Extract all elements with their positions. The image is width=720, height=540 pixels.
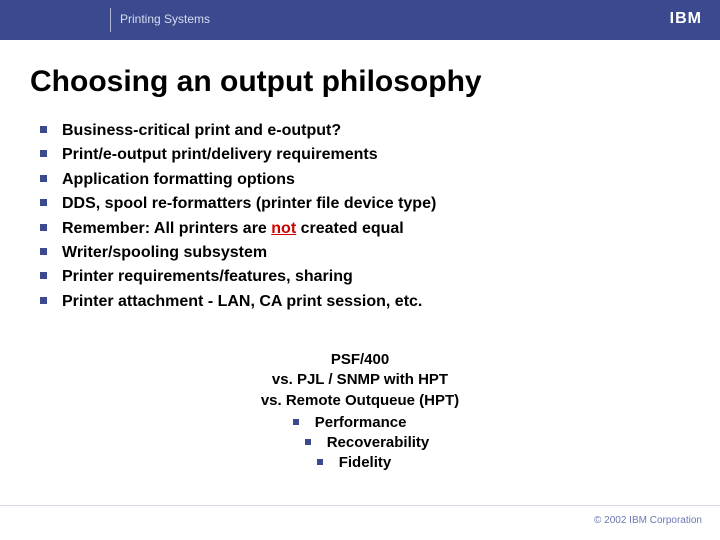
- square-bullet-icon: [40, 150, 47, 157]
- list-item-text-suffix: created equal: [296, 220, 404, 237]
- list-item: Fidelity: [315, 453, 430, 473]
- list-item-text: Printer requirements/features, sharing: [62, 268, 353, 285]
- main-bullet-list: Business-critical print and e-output? Pr…: [40, 120, 436, 315]
- list-item-text: Application formatting options: [62, 171, 295, 188]
- square-bullet-icon: [40, 272, 47, 279]
- list-item: Writer/spooling subsystem: [40, 242, 436, 264]
- list-item-text-prefix: Remember: All printers are: [62, 220, 271, 237]
- header-left-block: [0, 0, 110, 40]
- list-item-text: Business-critical print and e-output?: [62, 122, 341, 139]
- list-item-text: DDS, spool re-formatters (printer file d…: [62, 195, 436, 212]
- square-bullet-icon: [40, 126, 47, 133]
- list-item: Recoverability: [303, 433, 430, 453]
- list-item-text: Recoverability: [327, 434, 430, 451]
- list-item-text: Printer attachment - LAN, CA print sessi…: [62, 293, 422, 310]
- header-divider: [110, 8, 111, 32]
- list-item-text: Writer/spooling subsystem: [62, 244, 267, 261]
- list-item: Printer requirements/features, sharing: [40, 266, 436, 288]
- list-item: Printer attachment - LAN, CA print sessi…: [40, 291, 436, 313]
- comparison-line: vs. PJL / SNMP with HPT: [0, 370, 720, 390]
- list-item: Performance: [291, 413, 430, 433]
- slide-header: Printing Systems IBM: [0, 0, 720, 40]
- header-subtitle: Printing Systems: [120, 12, 210, 26]
- copyright-footer: © 2002 IBM Corporation: [594, 515, 702, 526]
- footer-divider: [0, 505, 720, 506]
- list-item: Business-critical print and e-output?: [40, 120, 436, 142]
- list-item: Remember: All printers are not created e…: [40, 218, 436, 240]
- list-item-text: Performance: [315, 414, 407, 431]
- list-item-text: Print/e-output print/delivery requiremen…: [62, 146, 378, 163]
- list-item: Print/e-output print/delivery requiremen…: [40, 144, 436, 166]
- square-bullet-icon: [40, 199, 47, 206]
- comparison-line: PSF/400: [0, 350, 720, 370]
- square-bullet-icon: [40, 248, 47, 255]
- square-bullet-icon: [317, 459, 323, 465]
- list-item-text: Fidelity: [339, 454, 392, 471]
- square-bullet-icon: [40, 175, 47, 182]
- square-bullet-icon: [40, 224, 47, 231]
- comparison-block: PSF/400 vs. PJL / SNMP with HPT vs. Remo…: [0, 350, 720, 474]
- ibm-logo: IBM: [670, 10, 702, 28]
- square-bullet-icon: [40, 297, 47, 304]
- comparison-sublist: Performance Recoverability Fidelity: [291, 413, 430, 474]
- square-bullet-icon: [305, 439, 311, 445]
- square-bullet-icon: [293, 419, 299, 425]
- comparison-line: vs. Remote Outqueue (HPT): [0, 391, 720, 411]
- list-item-emphasis: not: [271, 220, 296, 237]
- slide-title: Choosing an output philosophy: [30, 65, 482, 99]
- list-item: DDS, spool re-formatters (printer file d…: [40, 193, 436, 215]
- list-item: Application formatting options: [40, 169, 436, 191]
